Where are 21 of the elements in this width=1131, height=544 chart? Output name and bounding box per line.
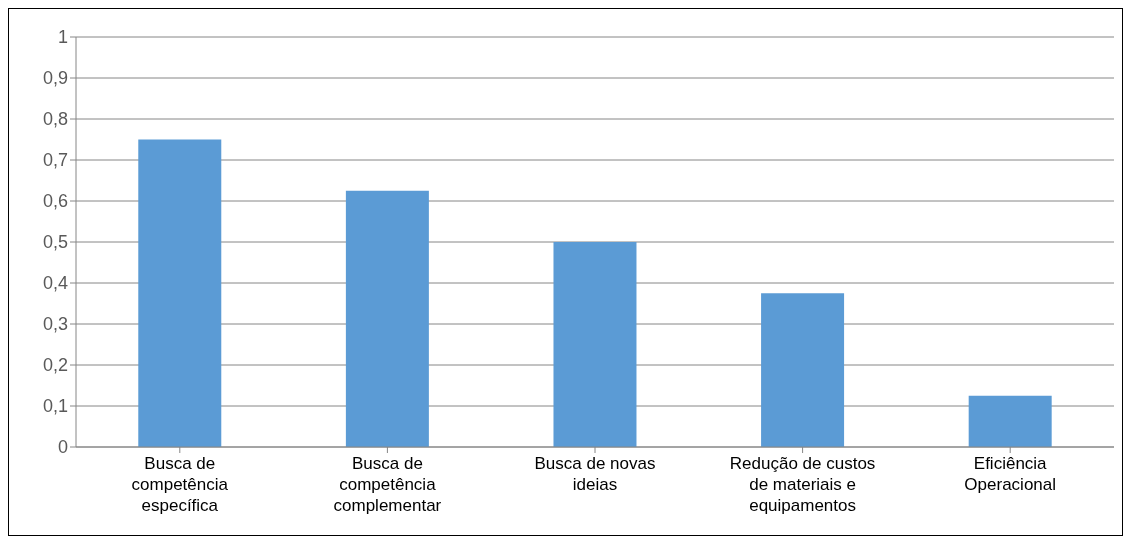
y-tick-label: 0,6 [42, 191, 68, 212]
y-tick-label: 0,2 [42, 355, 68, 376]
bar [761, 293, 845, 447]
y-tick-label: 1 [57, 27, 68, 48]
y-tick-label: 0 [57, 437, 68, 458]
y-tick-label: 0,5 [42, 232, 68, 253]
x-tick-label: Redução de custos de materiais e equipamentos [729, 454, 876, 515]
bar [553, 242, 637, 447]
y-tick-label: 0,3 [42, 314, 68, 335]
x-tick-label: Busca de competência complementar [333, 454, 442, 515]
y-tick-label: 0,7 [42, 150, 68, 171]
x-tick-label: Busca de novas ideias [534, 454, 656, 494]
x-tick-label: Eficiência Operacional [964, 454, 1057, 494]
y-tick-label: 0,9 [42, 68, 68, 89]
bar [345, 190, 429, 447]
bar [968, 395, 1052, 447]
y-tick-label: 0,1 [42, 396, 68, 417]
x-tick-label: Busca de competência específica [131, 454, 229, 515]
y-tick-label: 0,4 [42, 273, 68, 294]
bar [138, 139, 222, 447]
y-tick-label: 0,8 [42, 109, 68, 130]
